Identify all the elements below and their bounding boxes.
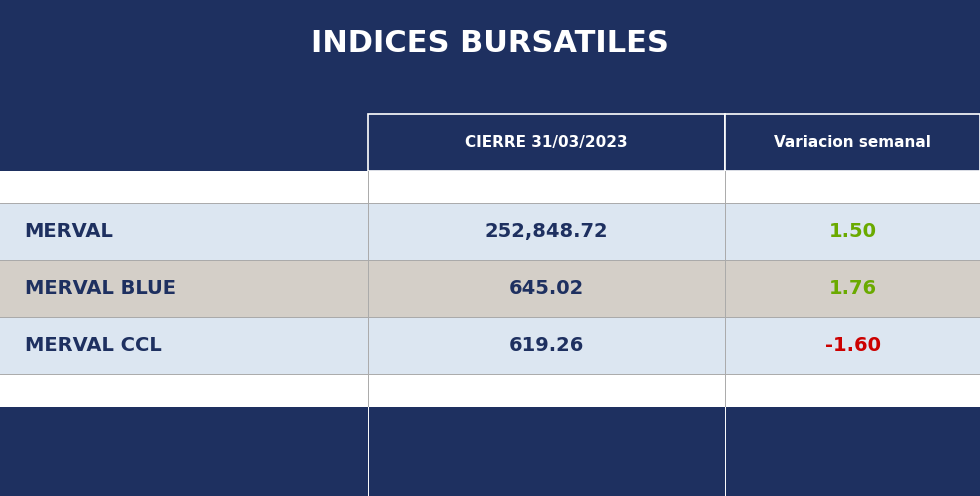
Text: 645.02: 645.02	[509, 279, 584, 299]
Bar	[0, 203, 980, 260]
Bar	[0, 0, 980, 87]
Bar	[0, 407, 980, 496]
Text: MERVAL BLUE: MERVAL BLUE	[24, 279, 175, 299]
Bar	[725, 114, 980, 171]
Text: 619.26: 619.26	[509, 336, 584, 356]
Text: Variacion semanal: Variacion semanal	[774, 135, 931, 150]
Bar	[0, 171, 980, 203]
Text: MERVAL CCL: MERVAL CCL	[24, 336, 162, 356]
Text: INDICES BURSATILES: INDICES BURSATILES	[311, 29, 669, 58]
Text: MERVAL: MERVAL	[24, 222, 114, 242]
Text: 1.76: 1.76	[828, 279, 877, 299]
Bar	[0, 114, 980, 171]
Text: 252,848.72: 252,848.72	[484, 222, 609, 242]
Bar	[0, 374, 980, 407]
Bar	[368, 114, 725, 171]
Text: -1.60: -1.60	[824, 336, 881, 356]
Bar	[0, 260, 980, 317]
Text: CIERRE 31/03/2023: CIERRE 31/03/2023	[466, 135, 627, 150]
Text: 1.50: 1.50	[829, 222, 876, 242]
Bar	[0, 317, 980, 374]
Bar	[0, 87, 980, 114]
